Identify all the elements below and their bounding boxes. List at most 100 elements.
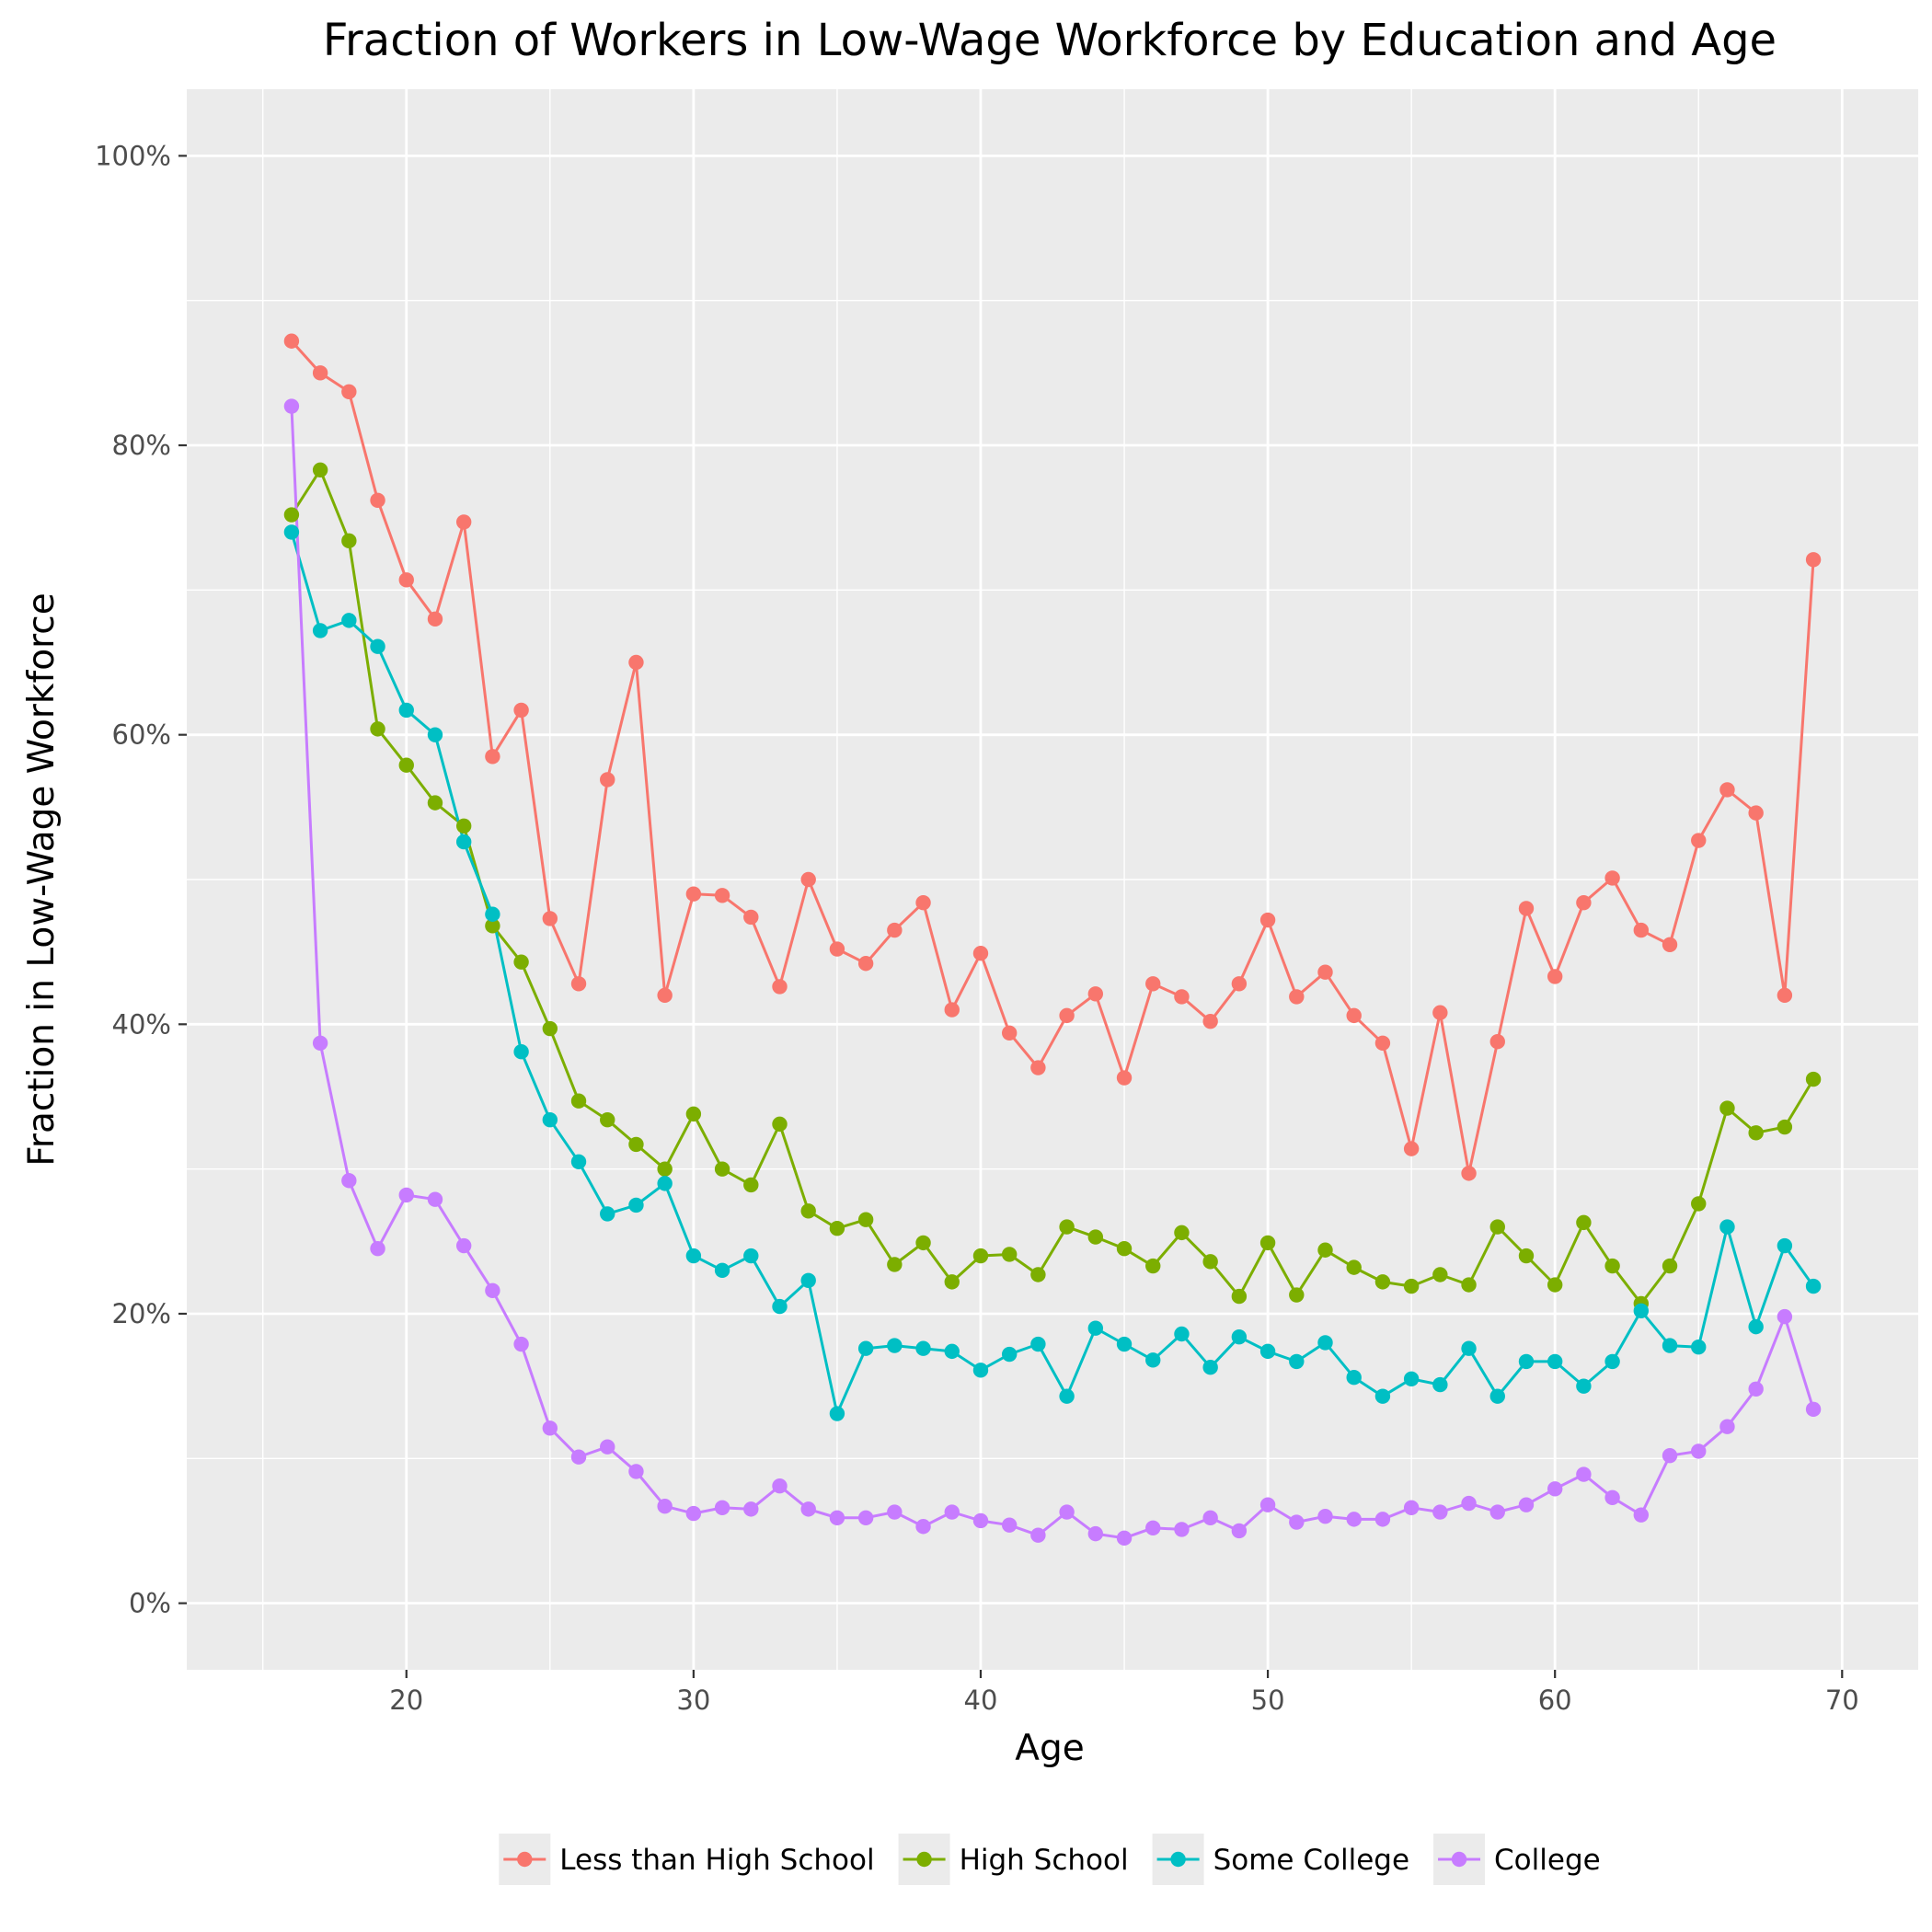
data-point-2-54 bbox=[1374, 1388, 1391, 1404]
y-axis-title: Fraction in Low-Wage Workforce bbox=[21, 592, 63, 1166]
series-points bbox=[283, 333, 1822, 1547]
y-tick-label-5: 100% bbox=[95, 140, 171, 171]
data-point-1-45 bbox=[1116, 1240, 1133, 1257]
data-point-2-57 bbox=[1461, 1340, 1477, 1356]
data-point-3-52 bbox=[1317, 1509, 1333, 1524]
y-tick-label-2: 40% bbox=[112, 1008, 171, 1040]
data-point-0-63 bbox=[1633, 922, 1650, 938]
data-point-1-31 bbox=[714, 1161, 730, 1177]
legend-item-1: High School bbox=[898, 1834, 1129, 1885]
data-point-1-24 bbox=[513, 954, 529, 970]
data-point-2-62 bbox=[1604, 1353, 1620, 1370]
data-point-2-21 bbox=[427, 727, 443, 742]
data-point-3-42 bbox=[1030, 1527, 1046, 1543]
data-point-0-61 bbox=[1576, 894, 1592, 911]
data-point-0-47 bbox=[1174, 989, 1190, 1005]
data-point-0-62 bbox=[1604, 870, 1620, 886]
data-point-3-18 bbox=[341, 1173, 357, 1189]
data-point-2-19 bbox=[370, 638, 385, 654]
data-point-3-53 bbox=[1346, 1512, 1362, 1527]
data-point-0-69 bbox=[1805, 552, 1822, 568]
data-point-2-66 bbox=[1719, 1219, 1735, 1235]
data-point-2-44 bbox=[1087, 1320, 1104, 1336]
data-point-2-55 bbox=[1403, 1371, 1420, 1386]
legend-key-point-3 bbox=[1451, 1851, 1467, 1868]
data-point-0-28 bbox=[628, 654, 644, 671]
data-point-2-64 bbox=[1662, 1338, 1678, 1353]
data-point-0-25 bbox=[542, 911, 558, 926]
data-point-2-40 bbox=[972, 1363, 989, 1378]
data-point-3-62 bbox=[1604, 1489, 1620, 1505]
data-point-2-51 bbox=[1289, 1353, 1305, 1370]
data-point-0-43 bbox=[1059, 1007, 1075, 1024]
data-point-0-56 bbox=[1432, 1005, 1448, 1020]
data-point-1-52 bbox=[1317, 1242, 1333, 1258]
data-point-1-60 bbox=[1547, 1277, 1563, 1293]
data-point-3-47 bbox=[1174, 1522, 1190, 1537]
x-axis-title: Age bbox=[1015, 1728, 1084, 1769]
data-point-0-55 bbox=[1403, 1141, 1420, 1156]
data-point-3-68 bbox=[1777, 1308, 1793, 1325]
data-point-2-42 bbox=[1030, 1336, 1046, 1352]
data-point-3-56 bbox=[1432, 1504, 1448, 1520]
data-point-1-25 bbox=[542, 1020, 558, 1037]
data-point-1-38 bbox=[915, 1235, 931, 1251]
data-point-1-42 bbox=[1030, 1267, 1046, 1282]
data-point-2-18 bbox=[341, 613, 357, 628]
data-point-3-67 bbox=[1748, 1381, 1764, 1397]
data-point-2-24 bbox=[513, 1044, 529, 1060]
data-point-2-67 bbox=[1748, 1318, 1764, 1335]
data-point-1-28 bbox=[628, 1136, 644, 1153]
data-point-1-36 bbox=[857, 1212, 874, 1227]
data-point-3-46 bbox=[1145, 1520, 1161, 1536]
data-point-1-66 bbox=[1719, 1100, 1735, 1116]
legend: Less than High School High School Some Col… bbox=[499, 1834, 1601, 1885]
y-tick-label-1: 20% bbox=[112, 1298, 171, 1329]
data-point-1-37 bbox=[887, 1257, 903, 1272]
legend-key-point-1 bbox=[916, 1851, 932, 1868]
data-point-0-38 bbox=[915, 894, 931, 911]
legend-label-2: Some College bbox=[1213, 1844, 1409, 1877]
data-point-3-36 bbox=[857, 1510, 874, 1526]
data-point-2-29 bbox=[657, 1176, 673, 1191]
data-point-0-46 bbox=[1145, 976, 1161, 992]
data-point-1-21 bbox=[427, 795, 443, 811]
data-point-3-22 bbox=[455, 1237, 472, 1254]
data-point-2-52 bbox=[1317, 1335, 1333, 1351]
data-point-3-28 bbox=[628, 1464, 644, 1479]
data-point-3-29 bbox=[657, 1499, 673, 1514]
x-tick-label-3: 50 bbox=[1251, 1685, 1285, 1716]
data-point-2-39 bbox=[944, 1343, 960, 1360]
data-point-2-47 bbox=[1174, 1326, 1190, 1342]
data-point-1-48 bbox=[1202, 1254, 1218, 1270]
data-point-0-37 bbox=[887, 922, 903, 938]
legend-item-2: Some College bbox=[1152, 1834, 1409, 1885]
data-point-3-37 bbox=[887, 1504, 903, 1520]
data-point-1-27 bbox=[600, 1111, 615, 1128]
x-tick-label-2: 40 bbox=[964, 1685, 998, 1716]
data-point-0-23 bbox=[485, 749, 500, 765]
data-point-2-17 bbox=[312, 623, 328, 638]
data-point-1-49 bbox=[1231, 1288, 1248, 1305]
data-point-3-59 bbox=[1518, 1497, 1535, 1512]
data-point-1-34 bbox=[800, 1203, 816, 1219]
data-point-0-67 bbox=[1748, 805, 1764, 821]
data-point-1-58 bbox=[1489, 1219, 1505, 1235]
legend-label-3: College bbox=[1494, 1844, 1601, 1877]
x-tick-label-0: 20 bbox=[389, 1685, 423, 1716]
data-point-3-38 bbox=[915, 1519, 931, 1535]
data-point-1-23 bbox=[485, 918, 500, 934]
data-point-0-19 bbox=[370, 492, 385, 509]
data-point-3-17 bbox=[312, 1035, 328, 1051]
data-point-1-30 bbox=[685, 1106, 702, 1122]
data-point-0-22 bbox=[455, 514, 472, 530]
data-point-1-57 bbox=[1461, 1277, 1477, 1293]
data-point-1-46 bbox=[1145, 1258, 1161, 1274]
data-point-3-35 bbox=[829, 1510, 845, 1526]
data-point-3-54 bbox=[1374, 1512, 1391, 1527]
data-point-2-46 bbox=[1145, 1352, 1161, 1368]
data-point-1-33 bbox=[772, 1116, 788, 1133]
data-point-3-20 bbox=[398, 1187, 414, 1203]
data-point-1-67 bbox=[1748, 1125, 1764, 1141]
data-point-1-61 bbox=[1576, 1214, 1592, 1231]
